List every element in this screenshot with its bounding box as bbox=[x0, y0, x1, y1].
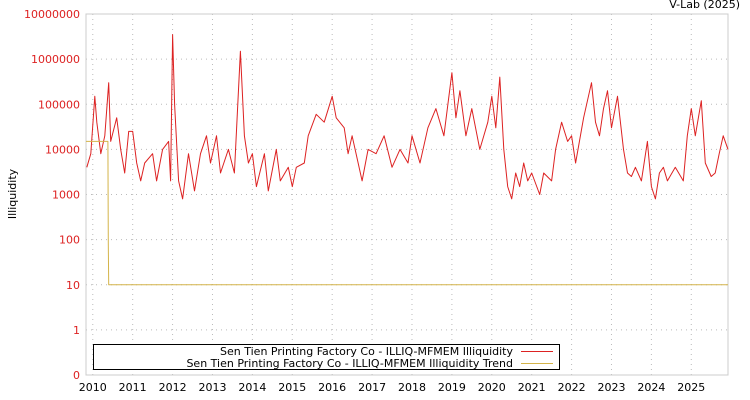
credit-text: V-Lab (2025) bbox=[669, 0, 740, 11]
plot-frame bbox=[85, 13, 729, 376]
x-tick-label: 2020 bbox=[478, 381, 506, 394]
x-tick-label: 2013 bbox=[198, 381, 226, 394]
x-tick-label: 2017 bbox=[358, 381, 386, 394]
x-tick-label: 2022 bbox=[558, 381, 586, 394]
y-tick-label: 10000 bbox=[45, 143, 80, 156]
x-tick-label: 2019 bbox=[438, 381, 466, 394]
legend-label: Sen Tien Printing Factory Co - ILLIQ-MFM… bbox=[220, 344, 513, 358]
y-tick-label: 100000 bbox=[38, 98, 80, 111]
series-group bbox=[86, 34, 729, 286]
legend-swatch bbox=[521, 362, 553, 364]
illiquidity-series-line bbox=[86, 34, 729, 200]
x-tick-label: 2024 bbox=[637, 381, 665, 394]
legend-swatch bbox=[521, 350, 553, 352]
y-tick-label: 100 bbox=[59, 234, 80, 247]
x-tick-label: 2016 bbox=[318, 381, 346, 394]
y-axis-label: Illiquidity bbox=[6, 168, 19, 219]
x-tick-label: 2023 bbox=[597, 381, 625, 394]
x-tick-label: 2014 bbox=[238, 381, 266, 394]
x-tick-label: 2012 bbox=[159, 381, 187, 394]
legend-label: Sen Tien Printing Factory Co - ILLIQ-MFM… bbox=[186, 356, 513, 370]
y-tick-label: 1000000 bbox=[31, 53, 80, 66]
legend-item-trend: Sen Tien Printing Factory Co - ILLIQ-MFM… bbox=[94, 356, 559, 370]
y-tick-label: 10 bbox=[66, 279, 80, 292]
y-tick-label: 1000 bbox=[52, 189, 80, 202]
x-tick-label: 2025 bbox=[677, 381, 705, 394]
x-axis: 2010 2011 2012 2013 2014 2015 2016 2017 2018 2019… bbox=[79, 381, 706, 394]
x-tick-label: 2015 bbox=[278, 381, 306, 394]
y-tick-label: 10000000 bbox=[24, 8, 80, 21]
legend-item-illiquidity: Sen Tien Printing Factory Co - ILLIQ-MFM… bbox=[94, 344, 559, 358]
grid bbox=[86, 13, 728, 376]
x-tick-label: 2010 bbox=[79, 381, 107, 394]
x-tick-label: 2018 bbox=[398, 381, 426, 394]
legend: Sen Tien Printing Factory Co - ILLIQ-MFM… bbox=[93, 344, 560, 370]
x-tick-label: 2021 bbox=[518, 381, 546, 394]
x-tick-label: 2011 bbox=[119, 381, 147, 394]
illiquidity-trend-line bbox=[86, 140, 728, 286]
y-tick-label: 0 bbox=[73, 369, 80, 382]
y-tick-label: 1 bbox=[73, 324, 80, 337]
